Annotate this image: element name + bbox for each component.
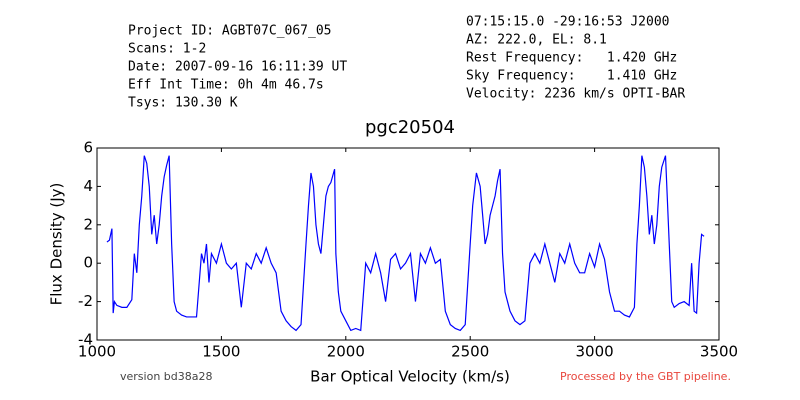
y-axis-label: Flux Density (Jy): [48, 183, 66, 306]
y-tick-label: 4: [83, 177, 93, 195]
x-tick-label: 1000: [78, 343, 116, 361]
x-tick-label: 1500: [202, 343, 240, 361]
x-tick-label: 2000: [327, 343, 365, 361]
x-tick-label: 2500: [451, 343, 489, 361]
header-line: 07:15:15.0 -29:16:53 J2000: [466, 15, 670, 30]
x-tick-label: 3500: [700, 343, 738, 361]
header-line: Date: 2007-09-16 16:11:39 UT: [128, 60, 347, 75]
header-line: Velocity: 2236 km/s OPTI-BAR: [466, 87, 685, 102]
header-line: Sky Frequency: 1.410 GHz: [466, 69, 677, 84]
header-line: Scans: 1-2: [128, 42, 206, 57]
plot-frame: [96, 147, 720, 341]
y-tick-label: -4: [78, 331, 93, 349]
y-tick-label: -2: [78, 292, 93, 310]
pipeline-note: Processed by the GBT pipeline.: [560, 370, 731, 383]
chart-title: pgc20504: [365, 117, 455, 138]
version-note: version bd38a28: [120, 370, 213, 383]
y-tick-label: 2: [83, 215, 93, 233]
y-tick-label: 6: [83, 139, 93, 157]
spectrum-line: [106, 155, 705, 332]
header-line: Rest Frequency: 1.420 GHz: [466, 51, 677, 66]
header-line: Project ID: AGBT07C_067_05: [128, 24, 332, 39]
header-line: AZ: 222.0, EL: 8.1: [466, 33, 607, 48]
header-line: Eff Int Time: 0h 4m 46.7s: [128, 78, 324, 93]
y-tick-label: 0: [83, 254, 93, 272]
x-axis-label: Bar Optical Velocity (km/s): [310, 368, 510, 386]
header-line: Tsys: 130.30 K: [128, 96, 238, 111]
x-tick-label: 3000: [576, 343, 614, 361]
